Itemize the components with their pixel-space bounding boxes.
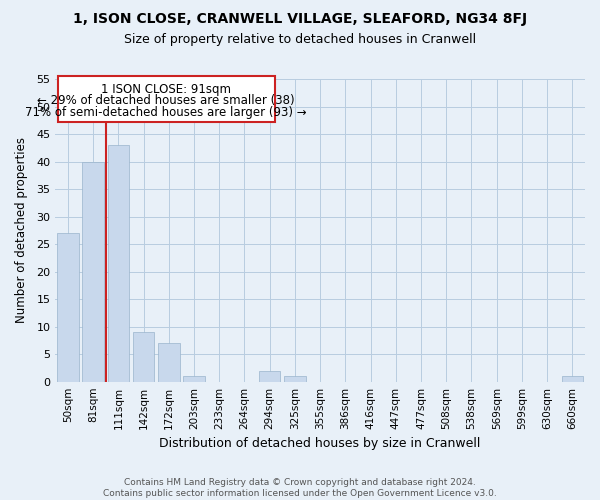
Bar [562,376,583,382]
Text: 1 ISON CLOSE: 91sqm: 1 ISON CLOSE: 91sqm [101,83,232,96]
Bar [57,233,79,382]
X-axis label: Distribution of detached houses by size in Cranwell: Distribution of detached houses by size … [160,437,481,450]
Bar [284,376,305,382]
Bar [158,343,179,382]
Text: 1, ISON CLOSE, CRANWELL VILLAGE, SLEAFORD, NG34 8FJ: 1, ISON CLOSE, CRANWELL VILLAGE, SLEAFOR… [73,12,527,26]
Text: 71% of semi-detached houses are larger (93) →: 71% of semi-detached houses are larger (… [25,106,307,119]
Bar [58,76,275,122]
Bar [82,162,104,382]
Bar [107,145,129,382]
Bar [184,376,205,382]
Text: Contains HM Land Registry data © Crown copyright and database right 2024.
Contai: Contains HM Land Registry data © Crown c… [103,478,497,498]
Text: ← 29% of detached houses are smaller (38): ← 29% of detached houses are smaller (38… [37,94,295,108]
Text: Size of property relative to detached houses in Cranwell: Size of property relative to detached ho… [124,32,476,46]
Y-axis label: Number of detached properties: Number of detached properties [15,138,28,324]
Bar [133,332,154,382]
Bar [259,370,280,382]
